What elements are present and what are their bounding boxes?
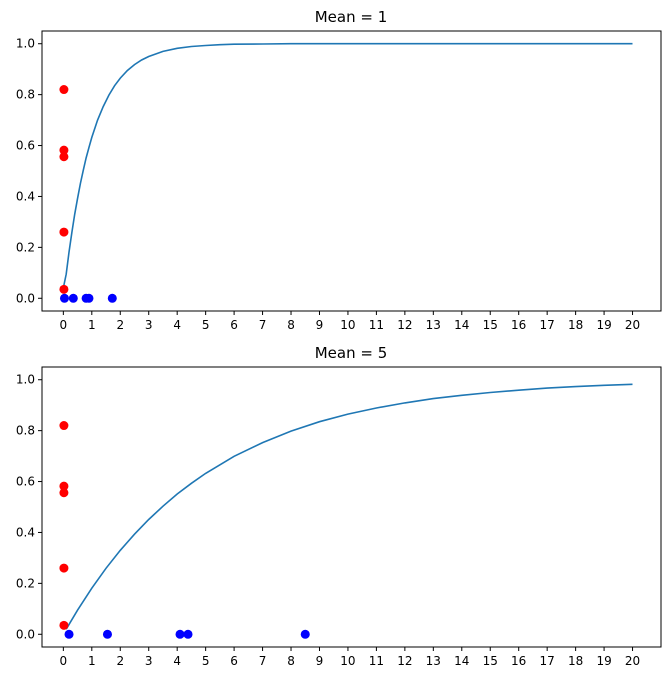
x-tick-label: 17	[540, 318, 555, 332]
x-tick-label: 7	[259, 318, 267, 332]
x-tick-label: 4	[173, 654, 181, 668]
blue-point	[300, 629, 310, 639]
red-point	[59, 481, 69, 491]
x-tick-label: 7	[259, 654, 267, 668]
y-tick-label: 0.4	[16, 189, 35, 203]
y-tick-label: 0.2	[16, 240, 35, 254]
x-tick-label: 14	[454, 318, 469, 332]
x-tick-label: 3	[145, 318, 153, 332]
blue-point	[84, 293, 94, 303]
chart-panel-mean-1: Mean = 1 0 1 2 3 4 5 6 7 8 9 10 11 12 13 14 15 16 17 18 19 2…	[16, 8, 662, 332]
x-tick-label: 8	[287, 654, 295, 668]
blue-point	[68, 293, 78, 303]
x-tick-label: 8	[287, 318, 295, 332]
x-tick-label: 5	[202, 318, 210, 332]
x-tick-label: 10	[340, 318, 355, 332]
y-tick-label: 0.0	[16, 291, 35, 305]
blue-point	[107, 293, 117, 303]
y-tick-label: 0.6	[16, 139, 35, 153]
red-point	[59, 563, 69, 573]
x-tick-label: 0	[60, 654, 68, 668]
red-point	[59, 152, 69, 162]
red-point	[59, 227, 69, 237]
y-tick-label: 0.4	[16, 525, 35, 539]
x-tick-label: 16	[511, 654, 526, 668]
x-tick-label: 15	[483, 318, 498, 332]
x-tick-label: 15	[483, 654, 498, 668]
x-tick-label: 18	[568, 654, 583, 668]
x-tick-label: 0	[60, 318, 68, 332]
x-tick-label: 5	[202, 654, 210, 668]
y-tick-label: 1.0	[16, 37, 35, 51]
chart-title: Mean = 5	[315, 344, 388, 362]
x-tick-label: 12	[397, 318, 412, 332]
y-tick-label: 0.2	[16, 576, 35, 590]
y-tick-label: 0.0	[16, 627, 35, 641]
x-tick-label: 11	[369, 318, 384, 332]
x-tick-label: 3	[145, 654, 153, 668]
x-tick-label: 11	[369, 654, 384, 668]
x-tick-label: 12	[397, 654, 412, 668]
red-point	[59, 488, 69, 498]
plot-area-frame	[41, 30, 662, 312]
x-tick-label: 19	[596, 318, 611, 332]
x-tick-label: 10	[340, 654, 355, 668]
chart-title: Mean = 1	[315, 8, 388, 26]
x-tick-label: 9	[316, 654, 324, 668]
blue-point	[64, 629, 74, 639]
x-tick-label: 2	[116, 654, 124, 668]
blue-point	[183, 629, 193, 639]
blue-point	[102, 629, 112, 639]
x-tick-label: 1	[88, 318, 96, 332]
x-tick-label: 19	[596, 654, 611, 668]
y-tick-label: 1.0	[16, 373, 35, 387]
red-point	[59, 620, 69, 630]
cdf-curve	[62, 42, 633, 289]
cdf-curve	[65, 383, 633, 630]
x-tick-label: 6	[230, 318, 238, 332]
red-point	[59, 145, 69, 155]
red-point	[59, 85, 69, 95]
y-tick-label: 0.8	[16, 424, 35, 438]
chart-panel-mean-5: Mean = 5 0 1 2 3 4 5 6 7 8 9 10 11 12 13 14 15 16 17 18 19 2…	[16, 344, 662, 668]
x-tick-label: 2	[116, 318, 124, 332]
x-tick-label: 20	[625, 318, 640, 332]
red-point	[59, 284, 69, 294]
x-tick-label: 18	[568, 318, 583, 332]
y-tick-label: 0.6	[16, 475, 35, 489]
x-tick-label: 9	[316, 318, 324, 332]
blue-point	[175, 629, 185, 639]
x-tick-label: 14	[454, 654, 469, 668]
red-point	[59, 421, 69, 431]
x-tick-label: 6	[230, 654, 238, 668]
x-tick-label: 13	[426, 318, 441, 332]
y-tick-label: 0.8	[16, 88, 35, 102]
x-tick-label: 16	[511, 318, 526, 332]
x-tick-label: 13	[426, 654, 441, 668]
x-tick-label: 20	[625, 654, 640, 668]
blue-point	[59, 293, 69, 303]
plot-area-frame	[41, 366, 662, 648]
x-tick-label: 17	[540, 654, 555, 668]
x-tick-label: 4	[173, 318, 181, 332]
x-tick-label: 1	[88, 654, 96, 668]
